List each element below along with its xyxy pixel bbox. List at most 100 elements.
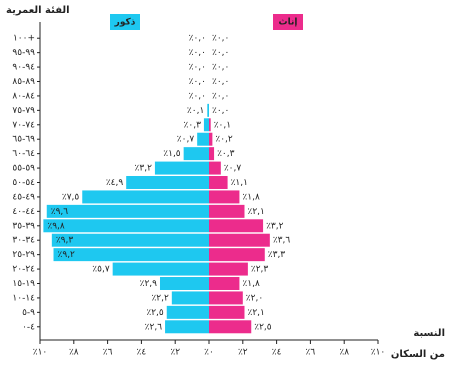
bar — [46, 204, 210, 218]
bar — [209, 118, 211, 132]
bar — [209, 219, 264, 233]
value-label: ٪٢,٦ — [145, 322, 163, 332]
bar — [209, 132, 213, 146]
bar — [209, 248, 265, 262]
legend-swatch — [110, 14, 140, 30]
value-label: ٪١,٥ — [163, 149, 181, 159]
legend-swatch — [273, 14, 303, 30]
y-tick-label: ٨٩-٨٥ — [12, 77, 35, 87]
value-label: ٪٠,٧ — [224, 164, 242, 174]
value-label: ٪٣,٣ — [268, 250, 286, 260]
y-tick-label: ٤-٠ — [22, 322, 35, 332]
y-tick-label: ٣٤-٣٠ — [12, 236, 35, 246]
value-label: ٪٩,٨ — [47, 221, 65, 231]
value-label: ٪٠,٢ — [215, 135, 233, 145]
y-tick-label: ٧٩-٧٥ — [12, 106, 35, 116]
bar — [159, 277, 209, 290]
value-label: ٪٢,١ — [247, 207, 264, 217]
x-tick-label: ٪٨ — [339, 348, 349, 358]
value-label: ٪٠,٠ — [189, 48, 206, 58]
bar — [209, 233, 270, 247]
value-label: ٪٠,٧ — [177, 135, 195, 145]
value-label: ٪٠,٠ — [189, 63, 206, 73]
x-tick-label: ٪٦ — [306, 348, 316, 358]
value-label: ٪٣,٢ — [266, 221, 284, 231]
y-tick-label: ٣٩-٣٥ — [12, 221, 35, 231]
y-tick-label: ٢٤-٢٠ — [12, 265, 35, 275]
value-label: ٪٠,٣ — [184, 120, 202, 130]
value-label: ٪٩,٦ — [51, 207, 69, 217]
bar — [166, 305, 209, 319]
value-label: ٪٠,٠ — [212, 91, 229, 101]
value-label: ٪٥,٧ — [92, 265, 110, 275]
x-tick-label: ٪٢ — [170, 348, 180, 358]
value-label: ٪٣,٢ — [135, 164, 153, 174]
bar — [209, 190, 240, 204]
value-label: ٪٢,١ — [247, 308, 264, 318]
bar — [207, 103, 209, 117]
value-label: ٪٢,٩ — [140, 279, 158, 289]
y-tick-label: ٦٤-٦٠ — [12, 149, 35, 159]
x-tick-label: ٪٨ — [69, 348, 79, 358]
value-label: ٪٢,٥ — [146, 308, 164, 318]
x-tick-label: ٪٠ — [204, 348, 214, 358]
value-label: ٪٠,٣ — [217, 149, 235, 159]
x-tick-label: ٪١٠ — [33, 348, 48, 358]
x-axis-label: من السكان — [391, 349, 445, 360]
y-tick-label: ٧٤-٧٠ — [12, 120, 35, 130]
value-label: ٪٠,٠ — [212, 63, 229, 73]
bar — [209, 262, 248, 276]
bar — [203, 118, 209, 132]
value-label: ٪٠,٠ — [189, 34, 206, 44]
bar — [51, 233, 209, 247]
x-tick-label: ٪١٠ — [371, 348, 386, 358]
bar — [165, 320, 209, 334]
value-label: ٪١,٨ — [242, 192, 260, 202]
y-tick-label: ٩٩-٩٥ — [12, 48, 35, 58]
bar — [112, 262, 209, 276]
x-axis-label: النسبة — [413, 328, 445, 339]
value-label: ٪٠,٠ — [189, 77, 206, 87]
value-label: ٪٢,٢ — [151, 293, 169, 303]
y-tick-label: ١٩-١٥ — [12, 279, 35, 289]
y-tick-label: ٦٩-٦٥ — [12, 135, 35, 145]
bar — [209, 305, 245, 319]
value-label: ٪٠,١ — [214, 120, 231, 130]
value-label: ٪٠,٠ — [212, 48, 229, 58]
y-axis-label: الفئة العمرية — [6, 5, 70, 16]
value-label: ٪١,١ — [231, 178, 248, 188]
y-tick-label: ٢٩-٢٥ — [12, 250, 35, 260]
value-label: ٪٠,٠ — [212, 77, 229, 87]
legend-label: إناث — [279, 18, 298, 28]
x-tick-label: ٪٦ — [103, 348, 113, 358]
bar — [154, 161, 209, 175]
value-label: ٪٢,٠ — [246, 293, 263, 303]
value-label: ٪٩,٢ — [58, 250, 76, 260]
y-tick-label: ٩٤-٩٠ — [12, 63, 35, 73]
value-label: ٪٧,٥ — [62, 192, 80, 202]
value-label: ٪٠,٠ — [212, 106, 229, 116]
y-tick-label: ١٤-١٠ — [12, 293, 35, 303]
y-tick-label: ٥٤-٥٠ — [12, 178, 35, 188]
bar — [171, 291, 209, 305]
bar — [53, 248, 209, 262]
y-tick-label: ٨٤-٨٠ — [12, 91, 35, 101]
y-tick-label: ٤٩-٤٥ — [12, 192, 35, 202]
bar — [126, 176, 209, 189]
bar — [209, 176, 228, 189]
value-label: ٪٣,٦ — [273, 236, 291, 246]
x-tick-label: ٪٤ — [137, 348, 147, 358]
value-label: ٪٤,٩ — [106, 178, 124, 188]
y-tick-label: ٤٤-٤٠ — [12, 207, 35, 217]
bar — [209, 320, 252, 334]
value-label: ٪١,٨ — [242, 279, 260, 289]
bar — [209, 277, 240, 290]
x-tick-label: ٪٤ — [272, 348, 282, 358]
value-label: ٪٠,٠ — [212, 34, 229, 44]
bar — [197, 132, 209, 146]
value-label: ٪٢,٥ — [254, 322, 272, 332]
bar — [209, 147, 215, 161]
bar — [209, 204, 245, 218]
x-tick-label: ٪٢ — [238, 348, 248, 358]
bar — [82, 190, 209, 204]
